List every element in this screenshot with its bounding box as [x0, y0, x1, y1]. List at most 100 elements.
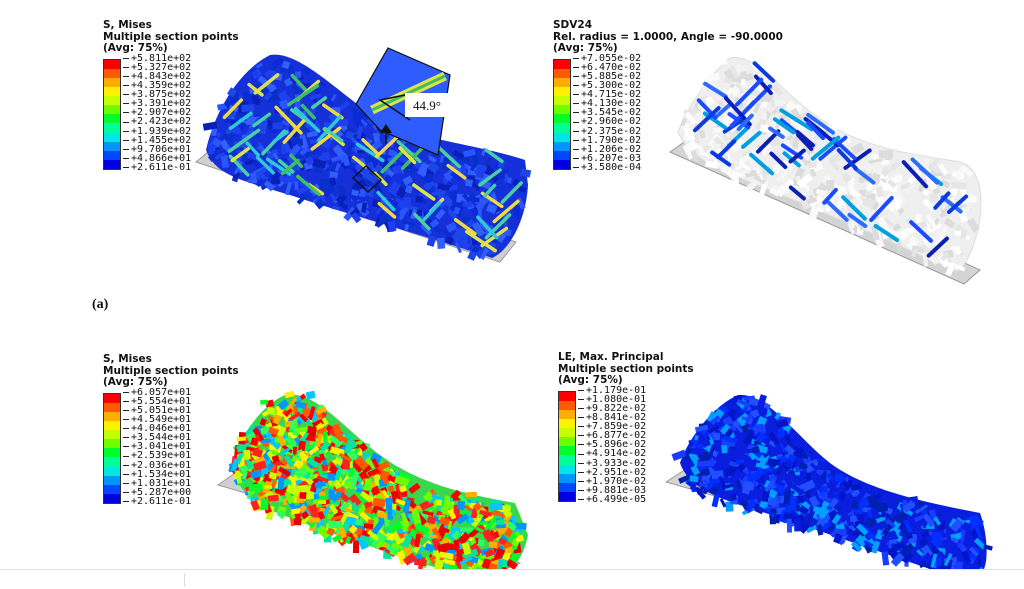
mesh-element: [286, 397, 298, 411]
mesh-element: [454, 241, 462, 254]
legend-avg: (Avg: 75%): [553, 42, 618, 54]
mesh-element: [285, 435, 297, 448]
mesh-element: [739, 170, 751, 174]
mesh-element: [277, 477, 285, 490]
color-bar-cell: [559, 482, 575, 493]
mesh-element: [265, 461, 275, 471]
mesh-element: [485, 203, 498, 214]
mesh-element: [279, 90, 292, 104]
fiber-segment: [901, 160, 929, 189]
mesh-element: [330, 155, 342, 163]
mesh-element: [814, 152, 825, 161]
tick-label: +1.790e-02: [571, 135, 641, 145]
mesh-element: [750, 409, 760, 419]
fiber-segment: [316, 115, 342, 143]
color-bar-cell: [559, 492, 575, 502]
legend-bottom-right: LE, Max. Principal Multiple section poin…: [558, 351, 694, 505]
tick-label: +4.130e-02: [571, 99, 641, 109]
mesh-element: [890, 552, 905, 567]
mesh-element: [834, 473, 845, 483]
contour-plot-top-left: 44.9°: [194, 47, 532, 263]
mesh-element: [506, 521, 517, 532]
mesh-element: [706, 72, 721, 83]
mesh-element: [684, 127, 692, 141]
mesh-element: [907, 235, 920, 248]
mesh-element: [329, 504, 339, 515]
color-bar-cell: [554, 105, 570, 115]
mesh-element: [864, 187, 873, 203]
color-bar-cell: [554, 141, 570, 151]
mesh-element: [399, 485, 407, 493]
mesh-element: [241, 470, 248, 480]
mesh-element: [926, 177, 938, 191]
tick-label: +1.939e+02: [121, 126, 191, 136]
mesh-element: [893, 510, 908, 524]
tick-label: +5.327e+02: [121, 62, 191, 72]
mesh-element: [363, 523, 374, 530]
mesh-element: [306, 457, 320, 469]
tick-label: +2.539e+01: [121, 451, 191, 461]
mesh-element: [328, 520, 343, 529]
tick-label: +4.866e+01: [121, 153, 191, 164]
mesh-element: [437, 542, 451, 553]
mesh-element: [843, 478, 854, 492]
mesh-element: [960, 229, 968, 240]
mesh-element: [379, 470, 392, 479]
fiber-segment: [492, 199, 520, 224]
mesh-element: [447, 542, 459, 553]
mesh-element: [931, 531, 942, 541]
tick-label: +3.580e-04: [571, 163, 641, 173]
mesh-element: [940, 514, 949, 522]
mesh-element: [250, 470, 262, 479]
mesh-element: [765, 468, 774, 472]
mesh-element: [741, 405, 749, 414]
mesh-element: [438, 525, 450, 534]
fiber-segment: [398, 146, 417, 165]
mesh-element: [981, 549, 986, 559]
color-scale: +6.057e+01 +5.554e+01 +5.051e+01 +4.549e+01…: [103, 387, 239, 507]
mesh-element: [266, 406, 276, 416]
mesh-element: [351, 475, 357, 489]
tick-label: +5.287e+00: [121, 487, 191, 498]
mesh-element: [399, 472, 412, 480]
mesh-element: [475, 196, 490, 211]
inset-angle-label: 44.9°: [413, 98, 441, 113]
mesh-element: [520, 168, 532, 178]
mesh-element: [761, 490, 770, 503]
mesh-element: [978, 566, 988, 569]
inset-box: 44.9°: [351, 47, 455, 194]
mesh-element: [354, 455, 369, 471]
mesh-element: [954, 561, 964, 569]
mesh-element: [740, 499, 749, 510]
mesh-element: [419, 500, 431, 509]
color-bar-cell: [554, 132, 570, 142]
color-bar: [103, 58, 121, 171]
mesh-element: [796, 173, 813, 189]
tick-label: +5.300e-02: [571, 80, 641, 91]
mesh-element: [460, 165, 467, 176]
mesh-element: [387, 180, 401, 195]
color-bar-cell: [104, 123, 120, 133]
tick-label: +5.811e+02: [121, 53, 191, 63]
mesh-element: [759, 180, 769, 196]
mesh-element: [326, 527, 336, 537]
mesh-element: [388, 470, 397, 478]
panel-label: (a): [92, 297, 109, 312]
mesh-element: [302, 66, 312, 76]
mesh-element: [755, 431, 768, 444]
mesh-element: [951, 182, 967, 190]
mesh-element: [705, 95, 715, 107]
mesh-element: [863, 539, 874, 548]
mesh-element: [250, 437, 259, 447]
fiber-segment: [255, 155, 275, 175]
mesh-element: [331, 205, 340, 211]
mesh-element: [241, 91, 254, 107]
mesh-element: [277, 399, 290, 411]
mesh-element: [504, 173, 508, 183]
mesh-element: [887, 178, 897, 189]
mesh-element: [258, 122, 267, 135]
fiber-segment: [483, 183, 497, 198]
mesh-element: [339, 100, 350, 111]
mesh-element: [371, 458, 380, 469]
mesh-element: [283, 407, 293, 417]
